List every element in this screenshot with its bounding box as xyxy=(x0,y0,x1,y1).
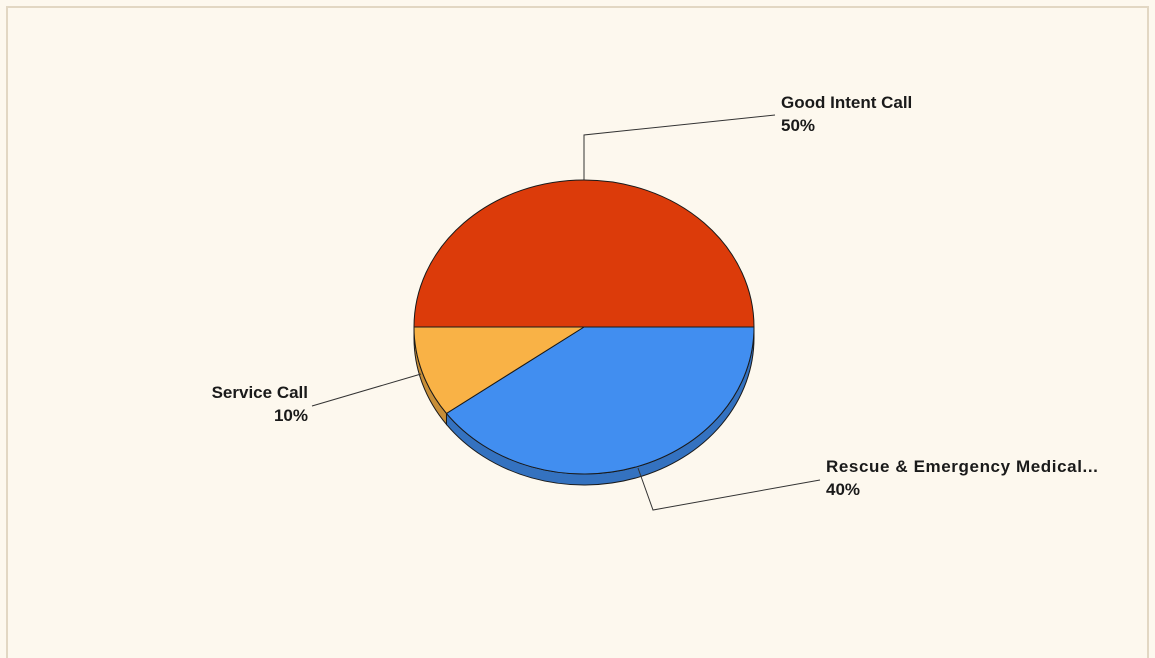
leader-line-good-intent-call xyxy=(583,114,776,180)
slice-value-good-intent-call: 50% xyxy=(781,116,815,135)
pie-slice-good-intent-call xyxy=(413,179,755,328)
leader-line-service-call xyxy=(311,373,422,407)
slice-value-rescue-emergency-medical: 40% xyxy=(826,480,860,499)
pie-slice-layer xyxy=(413,179,755,475)
pie-slice-service-call xyxy=(413,326,586,415)
slice-label-rescue-emergency-medical: Rescue & Emergency Medical... xyxy=(826,457,1099,476)
pie-slice-rescue-emergency-medical xyxy=(445,326,755,475)
leader-line-rescue-emergency-medical xyxy=(637,467,821,511)
slice-value-service-call: 10% xyxy=(274,406,308,425)
slice-label-service-call: Service Call xyxy=(212,383,308,402)
slice-label-good-intent-call: Good Intent Call xyxy=(781,93,912,112)
leader-line-layer xyxy=(311,114,821,511)
